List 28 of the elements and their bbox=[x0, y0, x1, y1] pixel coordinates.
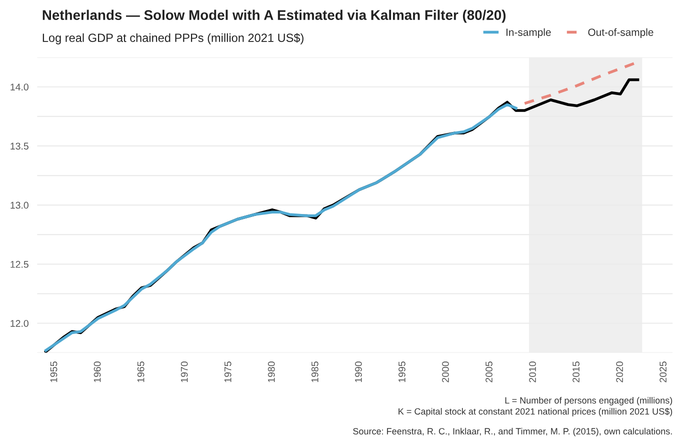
x-tick-label: 1995 bbox=[398, 362, 406, 382]
x-tick-label: 1985 bbox=[311, 362, 318, 382]
x-tick-label: 2000 bbox=[442, 362, 449, 382]
x-tick-label: 1955 bbox=[50, 362, 58, 382]
x-tick-label: 2005 bbox=[486, 362, 492, 382]
x-tick-label: 1990 bbox=[354, 362, 362, 382]
y-tick-label: 13.5 bbox=[10, 142, 28, 150]
line-series bbox=[44, 103, 518, 352]
x-tick-label: 2025 bbox=[660, 362, 667, 382]
legend-label: Out-of-sample bbox=[588, 28, 654, 38]
chart-title: Netherlands — Solow Model with A Estimated via Kalman Filter (80/20) bbox=[42, 10, 506, 23]
x-tick-label: 2010 bbox=[529, 362, 536, 382]
source-note: Source: Feenstra, R. C., Inklaar, R., and Timmer, M. P. (2015), own calculations. bbox=[353, 428, 672, 436]
x-tick-label: 1970 bbox=[180, 362, 188, 382]
y-tick-label: 12.5 bbox=[10, 260, 28, 268]
x-tick-label: 2015 bbox=[572, 362, 580, 382]
x-tick-label: 1960 bbox=[94, 362, 101, 382]
y-tick-label: 13.0 bbox=[10, 202, 28, 209]
y-tick-label: 14.0 bbox=[10, 84, 28, 90]
x-tick-label: 1965 bbox=[137, 362, 144, 382]
x-tick-label: 2020 bbox=[616, 362, 623, 382]
x-tick-label: 1975 bbox=[224, 362, 232, 382]
legend-label: In-sample bbox=[506, 28, 551, 38]
text: K = Capital stock at constant 2021 national prices (million 2021 US$) bbox=[398, 408, 672, 416]
x-tick-label: 1980 bbox=[268, 362, 275, 382]
chart-subtitle: Log real GDP at chained PPPs (million 2021 US$) bbox=[42, 33, 304, 44]
y-tick-label: 12.0 bbox=[10, 320, 28, 327]
text: L = Number of persons engaged (millions) bbox=[505, 396, 672, 406]
